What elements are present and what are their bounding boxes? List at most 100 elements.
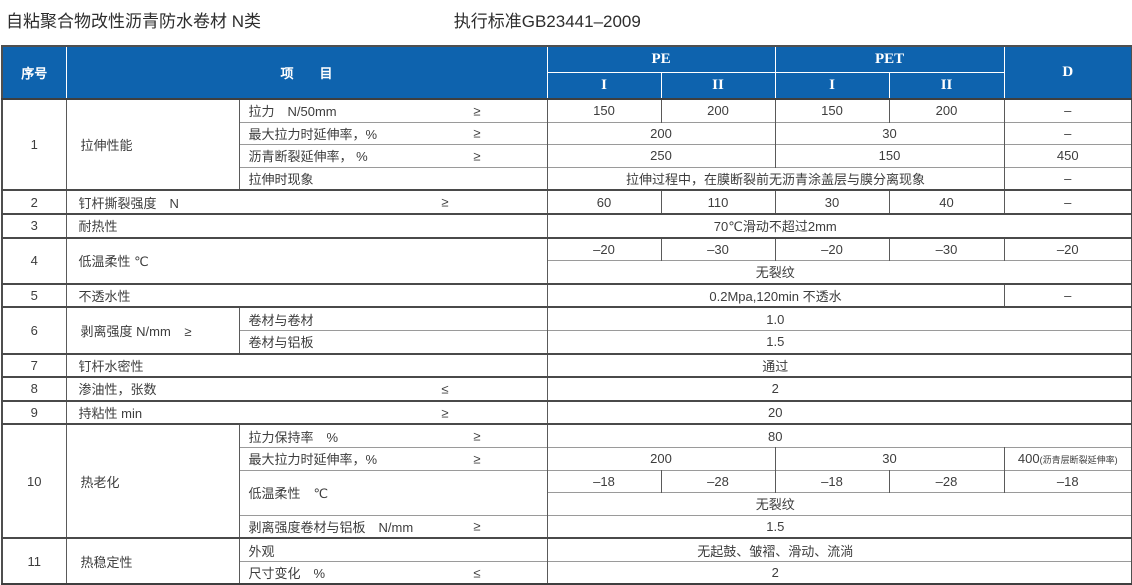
cell-tensile-phenomenon-d: – bbox=[1003, 166, 1132, 191]
cell-oil-label: 渗油性，张数 ≤ bbox=[65, 376, 548, 401]
cell-stability-appearance-label: 外观 bbox=[238, 537, 548, 562]
row-peel-2: 卷材与铝板 1.5 bbox=[2, 329, 1132, 354]
cell-low-temp-label: 低温柔性 ℃ bbox=[65, 236, 548, 284]
cell-low-temp-crack: 无裂纹 bbox=[546, 260, 1132, 284]
cell-heat-no: 3 bbox=[1, 212, 67, 238]
cell-nail-tear-no: 2 bbox=[1, 189, 67, 214]
cell-oil-no: 8 bbox=[1, 376, 67, 401]
col-header-pet-1: I bbox=[774, 72, 890, 100]
cell-tensile-force-pet2: 200 bbox=[888, 97, 1005, 123]
cell-tensile-elong-label: 最大拉力时延伸率，% ≥ bbox=[238, 121, 548, 145]
cell-tack-no: 9 bbox=[1, 399, 67, 425]
title-standard: 执行标准GB23441–2009 bbox=[453, 12, 641, 31]
cell-tensile-bitumen-label: 沥青断裂延伸率， % ≥ bbox=[238, 144, 548, 168]
cell-tensile-no: 1 bbox=[1, 97, 67, 191]
cell-nail-tear-pet2: 40 bbox=[888, 189, 1005, 214]
title-product: 自粘聚合物改性沥青防水卷材 N类 bbox=[6, 12, 261, 31]
cell-peel-no: 6 bbox=[1, 306, 67, 354]
cell-tensile-force-label: 拉力 N/50mm ≥ bbox=[238, 97, 548, 123]
cell-aging-peel-label: 剥离强度卷材与铝板 N/mm ≥ bbox=[238, 514, 548, 539]
row-tensile-force: 1 拉伸性能 拉力 N/50mm ≥ 150 200 150 200 – bbox=[1, 97, 1132, 191]
cell-low-temp-pet2: –30 bbox=[888, 236, 1005, 261]
cell-tack-value: 20 bbox=[546, 399, 1132, 425]
cell-stability-appearance-value: 无起鼓、皱褶、滑动、流淌 bbox=[546, 537, 1132, 562]
col-header-d: D bbox=[1003, 45, 1132, 100]
ge-symbol: ≥ bbox=[441, 194, 449, 210]
col-header-pe: PE bbox=[546, 45, 776, 73]
cell-tack-label: 持粘性 min ≥ bbox=[65, 399, 548, 425]
cell-tensile-elong-d: – bbox=[1003, 121, 1132, 145]
cell-tensile-force-pe1: 150 bbox=[546, 97, 662, 123]
cell-aging-low-temp-pe2: –28 bbox=[660, 469, 776, 493]
cell-aging-retention-value: 80 bbox=[546, 423, 1132, 448]
cell-tensile-force-pe2: 200 bbox=[660, 97, 776, 123]
row-peel-1: 6 剥离强度 N/mm ≥ 卷材与卷材 1.0 bbox=[1, 306, 1132, 354]
col-header-seq: 序号 bbox=[1, 45, 67, 100]
cell-oil-value: 2 bbox=[546, 376, 1132, 401]
row-nail-water: 7 钉杆水密性 通过 bbox=[1, 352, 1132, 378]
col-header-pe-2: II bbox=[660, 72, 776, 100]
row-aging-peel: 剥离强度卷材与铝板 N/mm ≥ 1.5 bbox=[2, 514, 1132, 539]
ge-symbol: ≥ bbox=[473, 148, 481, 164]
col-header-pet: PET bbox=[774, 45, 1005, 73]
row-aging-low-temp-crack: 无裂纹 bbox=[2, 492, 1132, 516]
cell-stability-dimension-label: 尺寸变化 % ≤ bbox=[238, 560, 548, 585]
cell-aging-low-temp-label: 低温柔性 ℃ bbox=[238, 469, 548, 516]
cell-nail-water-no: 7 bbox=[1, 352, 67, 378]
spec-table: 序号 项 目 PE PET D I II I II 1 拉伸性能 拉力 N/50… bbox=[1, 45, 1132, 585]
col-header-pet-2: II bbox=[888, 72, 1005, 100]
cell-aging-low-temp-pet1: –18 bbox=[774, 469, 890, 493]
aging-elong-d-note: (沥青层断裂延伸率) bbox=[1039, 455, 1118, 466]
cell-nail-water-value: 通过 bbox=[546, 352, 1132, 378]
row-low-temp: 4 低温柔性 ℃ –20 –30 –20 –30 –20 bbox=[1, 236, 1132, 284]
cell-low-temp-pet1: –20 bbox=[774, 236, 890, 261]
row-aging-low-temp: 低温柔性 ℃ –18 –28 –18 –28 –18 bbox=[2, 469, 1132, 516]
ge-symbol: ≥ bbox=[441, 405, 449, 421]
cell-heat-value: 70℃滑动不超过2mm bbox=[546, 212, 1132, 238]
cell-aging-elong-label: 最大拉力时延伸率，% ≥ bbox=[238, 446, 548, 470]
cell-aging-low-temp-d: –18 bbox=[1003, 469, 1132, 493]
row-aging-elong: 最大拉力时延伸率，% ≥ 200 30 400(沥青层断裂延伸率) bbox=[2, 446, 1132, 470]
cell-tensile-force-pet1: 150 bbox=[774, 97, 890, 123]
row-impermeable: 5 不透水性 0.2Mpa,120min 不透水 – bbox=[1, 282, 1132, 308]
cell-nail-tear-pe2: 110 bbox=[660, 189, 776, 214]
cell-impermeable-label: 不透水性 bbox=[65, 282, 548, 308]
col-header-item: 项 目 bbox=[65, 45, 548, 100]
cell-nail-water-label: 钉杆水密性 bbox=[65, 352, 548, 378]
row-aging-retention: 10 热老化 拉力保持率 % ≥ 80 bbox=[1, 423, 1132, 539]
cell-tensile-elong-pet: 30 bbox=[774, 121, 1005, 145]
cell-impermeable-d: – bbox=[1003, 282, 1132, 308]
row-tack: 9 持粘性 min ≥ 20 bbox=[1, 399, 1132, 425]
cell-tensile-force-d: – bbox=[1003, 97, 1132, 123]
cell-peel-row2-value: 1.5 bbox=[546, 329, 1132, 354]
cell-tensile-elong-pe: 200 bbox=[546, 121, 776, 145]
cell-aging-retention-label: 拉力保持率 % ≥ bbox=[238, 423, 548, 448]
cell-peel-row1-value: 1.0 bbox=[546, 306, 1132, 331]
cell-nail-tear-d: – bbox=[1003, 189, 1132, 214]
cell-impermeable-value: 0.2Mpa,120min 不透水 bbox=[546, 282, 1005, 308]
cell-nail-tear-label: 钉杆撕裂强度 N ≥ bbox=[65, 189, 548, 214]
cell-aging-low-temp-pe1: –18 bbox=[546, 469, 662, 493]
cell-peel-row1-label: 卷材与卷材 bbox=[238, 306, 548, 331]
cell-peel-row2-label: 卷材与铝板 bbox=[238, 329, 548, 354]
cell-nail-tear-pe1: 60 bbox=[546, 189, 662, 214]
cell-aging-elong-pe: 200 bbox=[546, 446, 776, 470]
cell-aging-peel-value: 1.5 bbox=[546, 514, 1132, 539]
cell-heat-label: 耐热性 bbox=[65, 212, 548, 238]
cell-tensile-phenomenon-value: 拉伸过程中，在膜断裂前无沥青涂盖层与膜分离现象 bbox=[546, 166, 1005, 191]
row-tensile-elong: 最大拉力时延伸率，% ≥ 200 30 – bbox=[2, 121, 1132, 145]
row-stability-appearance: 11 热稳定性 外观 无起鼓、皱褶、滑动、流淌 bbox=[1, 537, 1132, 585]
ge-symbol: ≥ bbox=[473, 125, 481, 141]
cell-aging-no: 10 bbox=[1, 423, 67, 539]
cell-tensile-bitumen-pe: 250 bbox=[546, 144, 776, 168]
page-title: 自粘聚合物改性沥青防水卷材 N类 执行标准GB23441–2009 bbox=[0, 0, 1132, 45]
row-oil: 8 渗油性，张数 ≤ 2 bbox=[1, 376, 1132, 401]
cell-tensile-phenomenon-label: 拉伸时现象 bbox=[238, 166, 548, 191]
le-symbol: ≤ bbox=[473, 565, 481, 581]
ge-symbol: ≥ bbox=[473, 103, 481, 119]
ge-symbol: ≥ bbox=[184, 323, 192, 339]
cell-aging-elong-pet: 30 bbox=[774, 446, 1005, 470]
ge-symbol: ≥ bbox=[473, 451, 481, 467]
cell-aging-elong-d: 400(沥青层断裂延伸率) bbox=[1003, 446, 1132, 470]
le-symbol: ≤ bbox=[441, 381, 449, 397]
